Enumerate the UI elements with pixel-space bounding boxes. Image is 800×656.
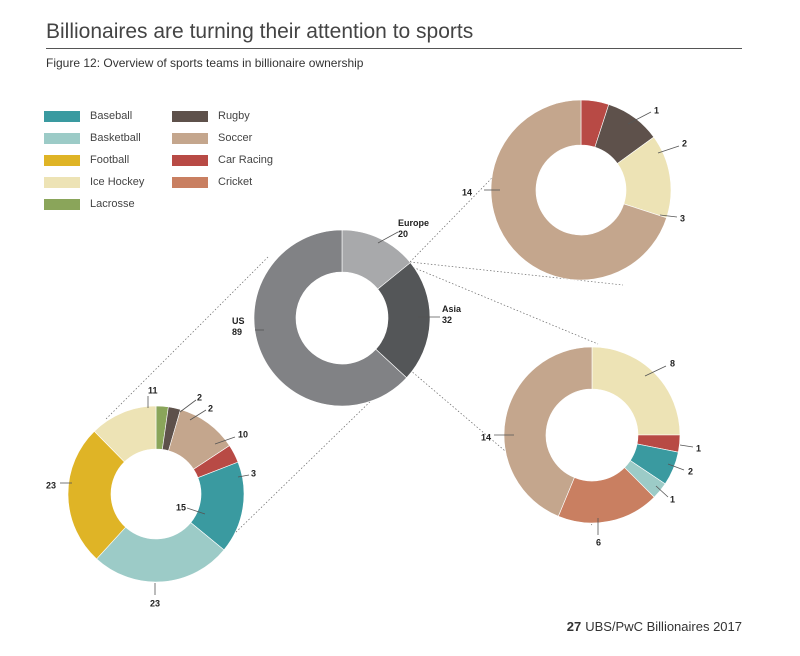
legend-label: Ice Hockey [90, 176, 145, 188]
slice-value-label: 1 [670, 494, 675, 504]
legend-label: Rugby [218, 110, 250, 122]
region-label: Europe [398, 218, 429, 228]
donut-slice-us-icehockey [93, 405, 157, 463]
connector-line [232, 391, 381, 536]
connector-line [409, 265, 599, 345]
slice-value-label: 1 [654, 105, 659, 115]
label-leader-line [214, 436, 236, 445]
legend-label: Basketball [90, 132, 141, 144]
legend-item-lacrosse: Lacrosse [44, 198, 135, 210]
slice-value-label: 23 [46, 480, 56, 490]
connector-line [104, 256, 269, 421]
legend-label: Baseball [90, 110, 133, 122]
legend-item-cricket: Cricket [172, 176, 252, 188]
connector-line [409, 369, 593, 526]
legend-item-football: Football [44, 154, 129, 166]
region-value: 32 [442, 315, 452, 325]
legend-swatch [44, 198, 80, 210]
donut-slice-us-football [67, 430, 127, 560]
publication-name: UBS/PwC Billionaires 2017 [585, 619, 742, 634]
slice-value-label: 2 [688, 466, 693, 476]
label-leader-line [627, 111, 652, 125]
region-value: 89 [232, 327, 242, 337]
slice-value-label: 3 [680, 213, 685, 223]
legend-swatch [172, 110, 208, 122]
donut-slice-us-basketball [96, 522, 225, 583]
donut-slice-regions-us [253, 229, 408, 407]
slice-value-label: 8 [670, 358, 675, 368]
region-value: 20 [398, 229, 408, 239]
donut-slice-europe-soccer [490, 99, 667, 281]
slice-value-label: 14 [481, 432, 491, 442]
legend-item-rugby: Rugby [172, 110, 250, 122]
page-number: 27 [566, 619, 582, 634]
label-leader-line [237, 474, 250, 478]
legend-swatch [44, 132, 80, 144]
donut-slice-regions-asia [375, 262, 431, 379]
legend-label: Car Racing [218, 154, 274, 166]
legend-label: Cricket [218, 176, 253, 188]
legend-item-icehockey: Ice Hockey [44, 176, 144, 188]
label-leader-line [186, 507, 206, 515]
chart-legend: Baseball Basketball Football Ice Hockey Lacr… [44, 110, 344, 220]
slice-value-label: 2 [197, 392, 202, 402]
title-divider [46, 48, 742, 49]
label-leader-line [179, 399, 197, 413]
legend-item-basketball: Basketball [44, 132, 141, 144]
donut-slice-asia-icehockey [591, 346, 681, 436]
legend-label: Lacrosse [90, 198, 135, 210]
page-footer: 27 UBS/PwC Billionaires 2017 [567, 619, 742, 634]
legend-label: Football [90, 154, 130, 166]
figure-caption: Figure 12: Overview of sports teams in b… [46, 56, 364, 70]
legend-swatch [172, 132, 208, 144]
label-leader-line [655, 485, 669, 498]
slice-value-label: 2 [682, 138, 687, 148]
slice-value-label: 15 [176, 502, 186, 512]
label-leader-line [667, 463, 685, 471]
label-leader-line [679, 444, 694, 448]
slice-value-label: 23 [150, 598, 160, 608]
region-label: Asia [442, 304, 462, 314]
slice-value-label: 11 [148, 385, 158, 395]
slice-value-label: 14 [462, 187, 472, 197]
region-label: US [232, 316, 245, 326]
label-leader-line [657, 145, 680, 154]
slice-value-label: 2 [208, 403, 213, 413]
slice-value-label: 6 [596, 537, 601, 547]
legend-label: Soccer [218, 132, 253, 144]
slice-value-label: 3 [251, 468, 256, 478]
slice-value-label: 1 [696, 443, 701, 453]
label-leader-line [644, 365, 667, 377]
legend-swatch [44, 176, 80, 188]
page-title: Billionaires are turning their attention… [46, 20, 474, 43]
label-leader-line [189, 409, 207, 421]
donut-slice-asia-soccer [503, 346, 593, 517]
legend-swatch [44, 154, 80, 166]
connector-line [409, 261, 624, 286]
legend-item-carracing: Car Racing [172, 154, 273, 166]
label-leader-line [377, 231, 399, 244]
slice-value-label: 10 [238, 429, 248, 439]
legend-item-soccer: Soccer [172, 132, 252, 144]
legend-item-baseball: Baseball [44, 110, 132, 122]
legend-swatch [172, 154, 208, 166]
label-leader-line [659, 214, 678, 218]
legend-swatch [44, 110, 80, 122]
legend-swatch [172, 176, 208, 188]
